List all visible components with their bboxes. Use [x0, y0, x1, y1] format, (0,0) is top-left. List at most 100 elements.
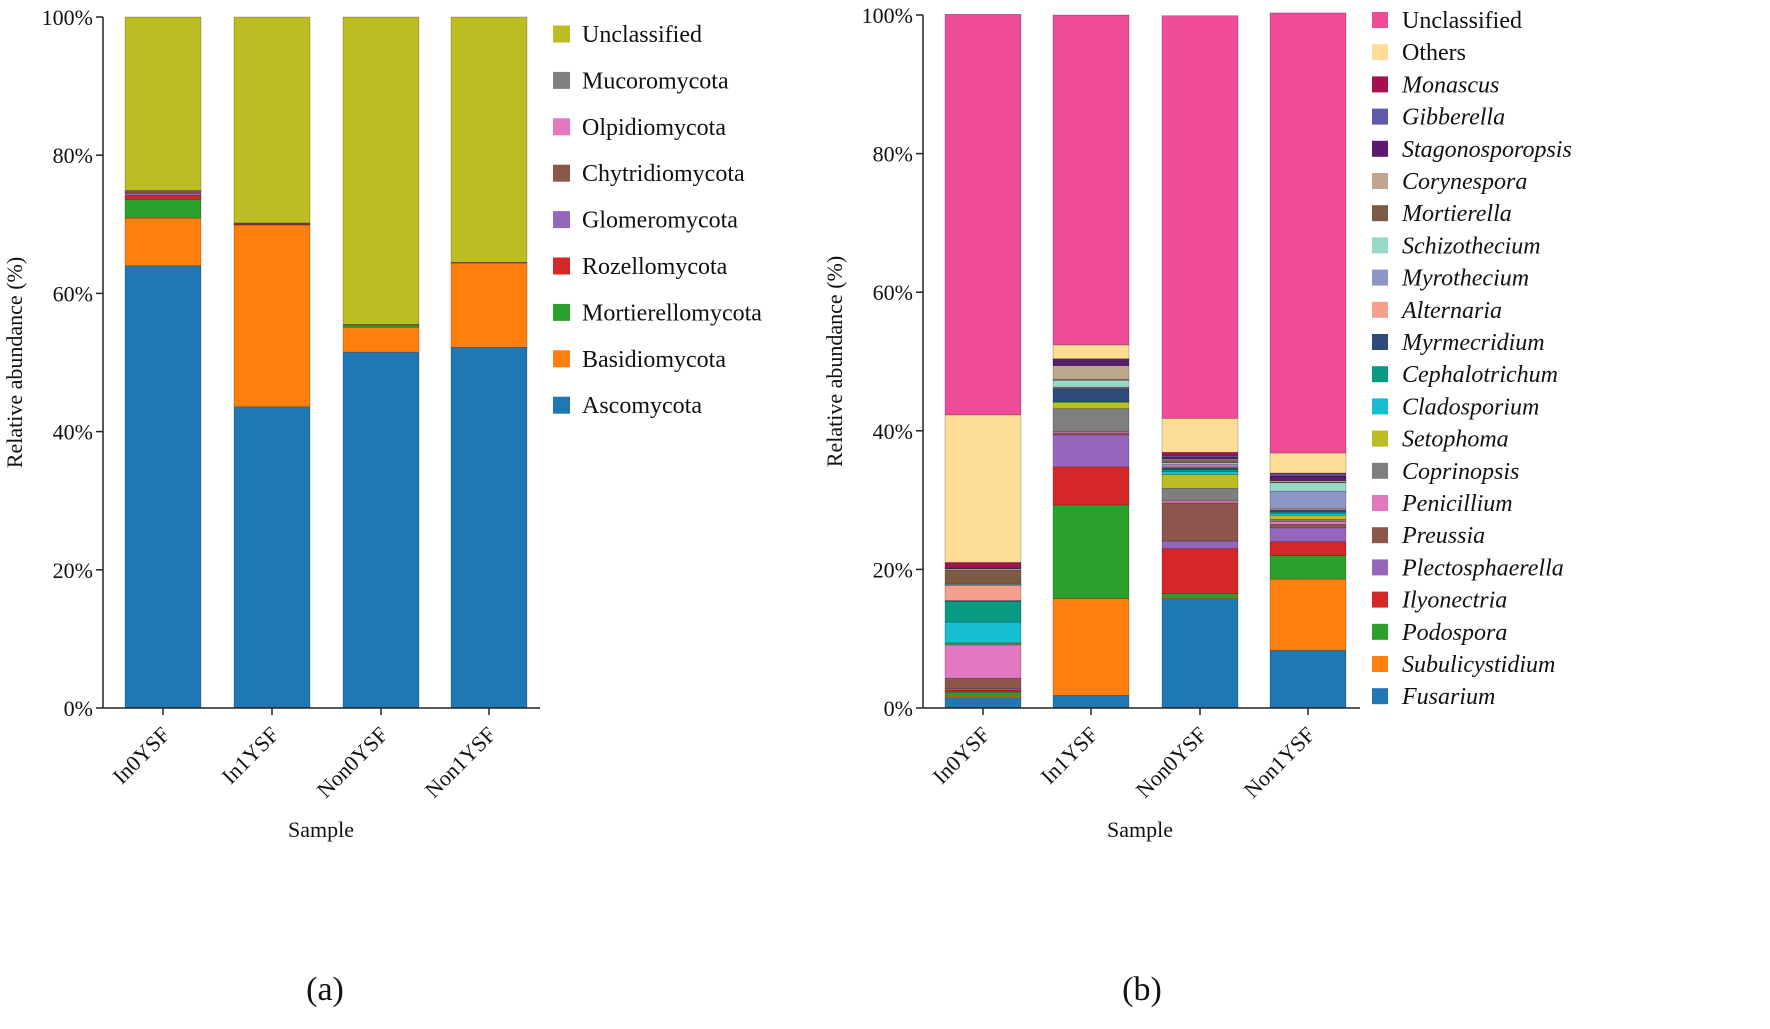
- bar-segment-Non1YSF-cladosporium: [1269, 512, 1347, 516]
- bar-segment-Non0YSF-mortierellomycota: [342, 324, 420, 328]
- bar-segment-In1YSF-others: [1052, 344, 1130, 360]
- bar-segment-In0YSF-monascus: [944, 562, 1022, 568]
- legend-swatch-gibberella: [1372, 108, 1388, 125]
- legend-swatch-olpidiomycota: [553, 118, 570, 136]
- bar-segment-Non1YSF-gibberella: [1269, 473, 1347, 477]
- legend-label-setophoma: Setophoma: [1402, 427, 1509, 453]
- bar-segment-In1YSF-preussia: [1052, 432, 1130, 436]
- bar-segment-In0YSF-preussia: [944, 677, 1022, 689]
- x-tick-label: In0YSF: [928, 722, 995, 789]
- bar-segment-Non0YSF-preussia: [1161, 502, 1239, 542]
- legend-swatch-podospora: [1372, 623, 1388, 640]
- y-tick-label: 60%: [53, 281, 93, 306]
- bar-segment-Non1YSF-myrothecium: [1269, 490, 1347, 509]
- bar-segment-Non0YSF-stagonosporopsis: [1161, 456, 1239, 460]
- bar-segment-Non0YSF-cephalotrichum: [1161, 469, 1239, 472]
- y-tick-label: 100%: [862, 3, 913, 28]
- legend-swatch-mucoromycota: [553, 71, 570, 89]
- legend-label-mucoromycota: Mucoromycota: [582, 68, 729, 94]
- x-axis-title: Sample: [288, 817, 354, 842]
- panel-caption: (b): [1122, 971, 1162, 1008]
- bar-segment-Non0YSF-cladosporium: [1161, 471, 1239, 475]
- bar-segment-Non0YSF-mortierella: [1161, 460, 1239, 463]
- legend-label-podospora: Podospora: [1401, 620, 1507, 646]
- legend-label-cephalotrichum: Cephalotrichum: [1402, 362, 1558, 388]
- legend-swatch-mortierellomycota: [553, 303, 570, 321]
- bar-segment-In0YSF-unclassified: [124, 16, 202, 191]
- bar-segment-Non0YSF-ilyonectria: [1161, 548, 1239, 594]
- legend-swatch-unclassified: [553, 25, 570, 43]
- bar-segment-Non0YSF-myrothecium: [1161, 463, 1239, 467]
- bar-segment-Non0YSF-monascus: [1161, 451, 1239, 457]
- bar-segment-Non1YSF-subulicystidium: [1269, 578, 1347, 651]
- legend-swatch-plectosphaerella: [1372, 559, 1388, 576]
- legend-swatch-myrothecium: [1372, 269, 1388, 286]
- bar-segment-Non1YSF-preussia: [1269, 524, 1347, 529]
- bar-segment-Non1YSF-ascomycota: [450, 346, 528, 709]
- legend-label-fusarium: Fusarium: [1401, 684, 1495, 710]
- legend-label-mortierella: Mortierella: [1401, 201, 1512, 227]
- y-tick-label: 80%: [873, 142, 913, 167]
- bar-segment-Non1YSF-podospora: [1269, 555, 1347, 580]
- legend-swatch-basidiomycota: [553, 350, 570, 368]
- bar-segment-In1YSF-mortierella: [1052, 379, 1130, 381]
- bar-segment-Non0YSF-ascomycota: [342, 351, 420, 709]
- legend-label-myrothecium: Myrothecium: [1401, 266, 1529, 292]
- bar-segment-Non1YSF-myrmecridium: [1269, 509, 1347, 513]
- y-tick-label: 60%: [873, 280, 913, 305]
- bar-segment-Non0YSF-unclassified: [1161, 15, 1239, 419]
- legend-label-ascomycota: Ascomycota: [582, 393, 702, 419]
- legend-label-schizothecium: Schizothecium: [1402, 233, 1541, 259]
- bar-segment-In0YSF-penicillium: [944, 644, 1022, 679]
- bar-segment-In1YSF-subulicystidium: [1052, 598, 1130, 696]
- legend-swatch-ilyonectria: [1372, 591, 1388, 608]
- legend-label-monascus: Monascus: [1401, 72, 1499, 98]
- y-tick-label: 40%: [53, 420, 93, 445]
- bar-segment-Non0YSF-penicillium: [1161, 500, 1239, 504]
- legend-label-myrmecridium: Myrmecridium: [1401, 330, 1545, 356]
- bar-segment-Non0YSF-others: [1161, 418, 1239, 453]
- y-tick-label: 40%: [873, 419, 913, 444]
- x-tick-label: Non1YSF: [1239, 722, 1320, 803]
- legend-label-plectosphaerella: Plectosphaerella: [1401, 555, 1564, 581]
- bar-segment-In0YSF-cephalotrichum: [944, 600, 1022, 623]
- bar-segment-In1YSF-plectosphaerella: [1052, 434, 1130, 468]
- bar-segment-Non0YSF-plectosphaerella: [1161, 540, 1239, 549]
- bar-segment-In0YSF-ascomycota: [124, 265, 202, 709]
- bar-segment-Non0YSF-unclassified: [342, 16, 420, 325]
- bar-segment-Non1YSF-schizothecium: [1269, 482, 1347, 492]
- legend-swatch-cephalotrichum: [1372, 366, 1388, 383]
- legend-label-preussia: Preussia: [1401, 523, 1485, 549]
- bar-segment-In0YSF-fusarium: [944, 697, 1022, 709]
- bar-segment-In1YSF-basidiomycota: [233, 224, 311, 408]
- legend-label-stagonosporopsis: Stagonosporopsis: [1402, 137, 1572, 163]
- bar-segment-Non1YSF-plectosphaerella: [1269, 527, 1347, 542]
- bar-segment-In1YSF-ilyonectria: [1052, 466, 1130, 506]
- y-tick-label: 100%: [42, 5, 93, 30]
- legend-swatch-monascus: [1372, 76, 1388, 93]
- legend-swatch-cladosporium: [1372, 398, 1388, 415]
- bar-segment-In0YSF-rozellomycota: [124, 194, 202, 200]
- bar-segment-In0YSF-alternaria: [944, 585, 1022, 601]
- y-axis-title: Relative abundance (%): [2, 257, 27, 468]
- y-tick-label: 20%: [873, 557, 913, 582]
- bar-segment-In1YSF-alternaria: [1052, 387, 1130, 389]
- bar-segment-Non0YSF-fusarium: [1161, 598, 1239, 709]
- bar-segment-Non1YSF-setophoma: [1269, 515, 1347, 520]
- legend-swatch-corynespora: [1372, 173, 1388, 189]
- legend-swatch-others: [1372, 44, 1388, 61]
- legend-swatch-penicillium: [1372, 495, 1388, 511]
- legend-swatch-alternaria: [1372, 301, 1388, 318]
- bar-segment-In0YSF-podospora: [944, 691, 1022, 697]
- x-tick-label: Non1YSF: [420, 722, 501, 803]
- bar-segment-In1YSF-fusarium: [1052, 695, 1130, 709]
- bar-segment-Non0YSF-setophoma: [1161, 474, 1239, 489]
- legend-swatch-schizothecium: [1372, 237, 1388, 254]
- legend-label-cladosporium: Cladosporium: [1402, 394, 1539, 420]
- legend-swatch-setophoma: [1372, 430, 1388, 447]
- x-tick-label: In1YSF: [1036, 722, 1103, 789]
- legend-swatch-ascomycota: [553, 396, 570, 414]
- legend-swatch-chytridiomycota: [553, 164, 570, 182]
- legend-swatch-myrmecridium: [1372, 334, 1388, 350]
- legend-label-unclassified: Unclassified: [582, 22, 702, 48]
